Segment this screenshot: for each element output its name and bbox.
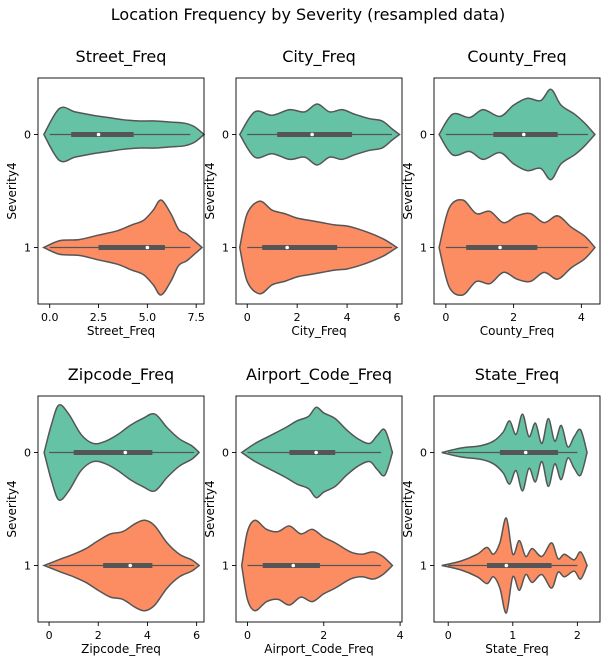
subplot-3: Zipcode_Freq 0 1 0 2 4 6 Zipcode_Freq Severity4 [5, 365, 205, 656]
x-tick-label: 2 [510, 311, 517, 324]
median-point-0 [96, 132, 101, 137]
x-tick-label: 7.5 [187, 311, 205, 324]
x-tick-label: 1 [509, 629, 516, 642]
x-axis-label: State_Freq [485, 642, 548, 656]
median-point-0 [314, 450, 318, 455]
y-axis-label: Severity4 [203, 162, 217, 219]
iqr-box-1 [103, 563, 153, 568]
subplot-5: State_Freq 0 1 0 1 2 State_Freq Severity4 [401, 365, 601, 656]
x-tick-label: 4 [144, 629, 151, 642]
x-tick-label: 2 [320, 629, 327, 642]
median-point-0 [521, 132, 526, 137]
subplot-1: City_Freq 0 1 0 2 4 6 City_Freq Severity4 [203, 47, 403, 338]
subplot-4: Airport_Code_Freq 0 1 0 2 4 Airport_Code_Freq S… [203, 365, 404, 656]
x-tick-label: 2 [574, 629, 581, 642]
median-point-1 [285, 245, 289, 250]
median-point-0 [523, 450, 528, 455]
x-tick-label: 2.5 [90, 311, 108, 324]
median-point-0 [310, 132, 314, 137]
y-tick-label: 0 [24, 129, 31, 142]
subplot-grid: Street_Freq 0 1 0.0 2.5 5.0 7.5 Street_Freq Seve… [5, 47, 601, 656]
iqr-box-0 [289, 450, 336, 455]
y-tick-label: 1 [222, 242, 229, 255]
x-tick-label: 4 [397, 629, 404, 642]
plot-frame [433, 77, 601, 305]
y-tick-label: 0 [222, 129, 229, 142]
x-axis-label: City_Freq [291, 324, 346, 338]
median-point-1 [145, 245, 150, 250]
x-tick-label: 4 [578, 311, 585, 324]
median-point-0 [123, 450, 128, 455]
x-tick-label: 2 [294, 311, 301, 324]
x-tick-label: 6 [394, 311, 401, 324]
iqr-box-0 [277, 132, 353, 137]
iqr-box-1 [262, 563, 320, 568]
y-tick-label: 0 [222, 447, 229, 460]
y-tick-label: 1 [420, 560, 427, 573]
plot-frame [37, 395, 205, 623]
plot-frame [235, 77, 403, 305]
y-axis-label: Severity4 [5, 480, 19, 537]
y-tick-label: 1 [24, 560, 31, 573]
y-axis-label: Severity4 [203, 480, 217, 537]
y-tick-label: 0 [24, 447, 31, 460]
y-tick-label: 1 [420, 242, 427, 255]
median-point-1 [128, 563, 133, 568]
x-axis-label: Zipcode_Freq [81, 642, 161, 656]
subplot-title: State_Freq [475, 365, 560, 385]
y-tick-label: 0 [420, 129, 427, 142]
x-axis-label: Street_Freq [87, 324, 155, 338]
y-axis-label: Severity4 [401, 480, 415, 537]
y-axis-label: Severity4 [401, 162, 415, 219]
x-axis-label: Airport_Code_Freq [264, 642, 374, 656]
iqr-box-0 [71, 132, 134, 137]
iqr-box-1 [486, 563, 552, 568]
x-tick-label: 0.0 [41, 311, 59, 324]
subplot-title: Zipcode_Freq [68, 365, 174, 385]
figure-suptitle: Location Frequency by Severity (resample… [111, 5, 505, 24]
x-tick-label: 0 [244, 311, 251, 324]
subplot-title: County_Freq [467, 47, 566, 67]
iqr-box-0 [73, 450, 153, 455]
x-tick-label: 4 [344, 311, 351, 324]
plot-frame [235, 395, 403, 623]
plot-frame [37, 77, 205, 305]
x-axis-label: County_Freq [480, 324, 554, 338]
y-tick-label: 1 [24, 242, 31, 255]
subplot-title: Airport_Code_Freq [246, 365, 392, 385]
subplot-title: Street_Freq [76, 47, 167, 67]
plot-frame [433, 395, 601, 623]
y-axis-label: Severity4 [5, 162, 19, 219]
x-tick-label: 0 [445, 629, 452, 642]
iqr-box-1 [98, 245, 165, 250]
y-tick-label: 0 [420, 447, 427, 460]
iqr-box-0 [499, 450, 559, 455]
x-tick-label: 6 [193, 629, 200, 642]
x-tick-label: 5.0 [139, 311, 157, 324]
median-point-1 [291, 563, 296, 568]
subplot-title: City_Freq [282, 47, 356, 67]
subplot-2: County_Freq 0 1 0 2 4 County_Freq Severity4 [401, 47, 601, 338]
x-tick-label: 0 [244, 629, 251, 642]
subplot-0: Street_Freq 0 1 0.0 2.5 5.0 7.5 Street_Freq Seve… [5, 47, 206, 338]
y-tick-label: 1 [222, 560, 229, 573]
median-point-1 [498, 245, 502, 250]
x-tick-label: 0 [442, 311, 449, 324]
x-tick-label: 0 [46, 629, 53, 642]
x-tick-label: 2 [95, 629, 102, 642]
iqr-box-1 [262, 245, 338, 250]
median-point-1 [504, 563, 509, 568]
